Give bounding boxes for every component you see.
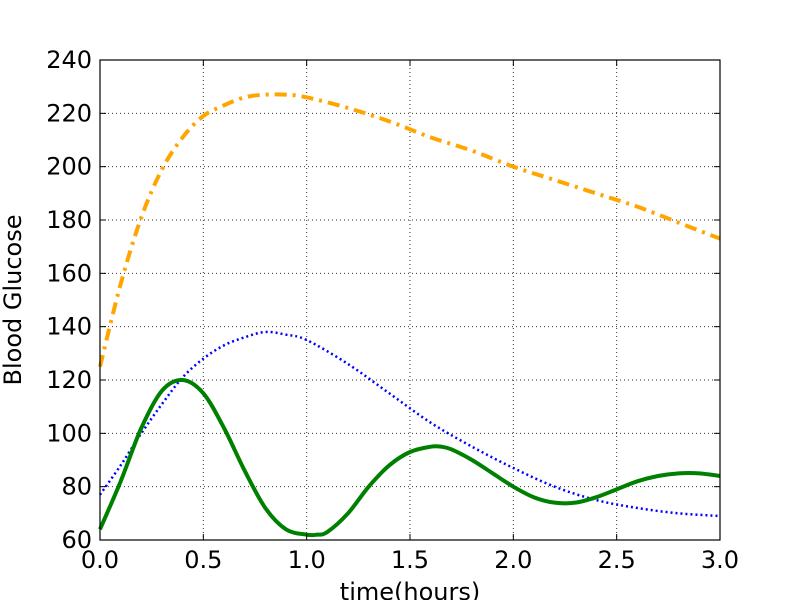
- y-axis-label: Blood Glucose: [0, 215, 27, 386]
- y-tick-label: 160: [46, 259, 92, 287]
- x-tick-label: 2.0: [494, 546, 532, 574]
- ticks: [99, 59, 721, 541]
- y-tick-label: 140: [46, 313, 92, 341]
- y-tick-label: 200: [46, 153, 92, 181]
- y-tick-label: 220: [46, 99, 92, 127]
- y-tick-label: 80: [61, 473, 92, 501]
- x-tick-label: 2.5: [598, 546, 636, 574]
- y-tick-label: 240: [46, 46, 92, 74]
- x-axis-label: time(hours): [340, 578, 480, 600]
- series-line-1: [98, 92, 721, 368]
- series-line-2: [98, 330, 721, 518]
- y-tick-label: 120: [46, 366, 92, 394]
- x-tick-label: 0.5: [184, 546, 222, 574]
- y-tick-label: 100: [46, 419, 92, 447]
- y-tick-label: 60: [61, 526, 92, 554]
- series-layer: [98, 92, 721, 538]
- x-tick-label: 3.0: [701, 546, 739, 574]
- x-tick-label: 1.5: [391, 546, 429, 574]
- series-line-3: [98, 377, 721, 538]
- tick-labels: 0.0 0.5 1.0 1.5 2.0 2.5 3.0 60 80 100 120 140 160 180…: [46, 46, 739, 574]
- y-tick-label: 180: [46, 206, 92, 234]
- grid: [100, 60, 720, 540]
- x-tick-label: 1.0: [288, 546, 326, 574]
- x-tick-label: 0.0: [81, 546, 119, 574]
